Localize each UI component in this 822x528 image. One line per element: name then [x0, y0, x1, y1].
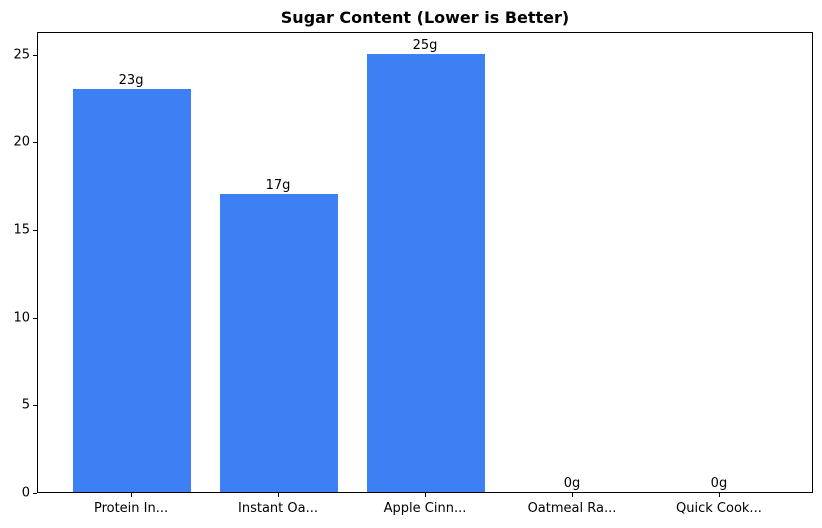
- x-tick-label: Apple Cinn...: [383, 501, 467, 516]
- x-tick-mark: [278, 493, 280, 497]
- y-tick-label: 15: [13, 222, 30, 238]
- x-tick-label: Quick Cook...: [676, 501, 762, 516]
- x-tick-label: Oatmeal Ra...: [527, 501, 617, 516]
- y-tick-mark: [33, 493, 37, 494]
- y-tick-label: 0: [21, 485, 30, 501]
- x-tick-mark: [718, 493, 720, 497]
- bar-value-label: 0g: [563, 476, 581, 491]
- y-tick-mark: [33, 317, 37, 319]
- plot-area: [37, 32, 813, 493]
- bar-value-label: 23g: [118, 72, 144, 88]
- x-tick-mark: [131, 493, 133, 497]
- y-tick-label: 10: [13, 310, 30, 326]
- y-tick-mark: [33, 54, 37, 56]
- x-tick-mark: [425, 493, 426, 497]
- x-tick-mark: [571, 493, 573, 497]
- x-tick-label: Protein In...: [93, 501, 169, 516]
- bar: [367, 53, 485, 492]
- y-tick-label: 5: [21, 397, 30, 413]
- bar: [220, 194, 338, 492]
- y-tick-mark: [33, 230, 37, 232]
- y-tick-label: 20: [13, 134, 30, 150]
- bar-value-label: 17g: [265, 178, 291, 193]
- chart-title: Sugar Content (Lower is Better): [280, 8, 570, 27]
- x-tick-label: Instant Oa...: [238, 501, 319, 516]
- y-tick-mark: [33, 142, 37, 144]
- bar-value-label: 25g: [412, 37, 438, 53]
- y-tick-label: 25: [13, 47, 30, 63]
- bar: [73, 88, 191, 492]
- y-tick-mark: [33, 405, 37, 407]
- bar-value-label: 0g: [710, 476, 728, 491]
